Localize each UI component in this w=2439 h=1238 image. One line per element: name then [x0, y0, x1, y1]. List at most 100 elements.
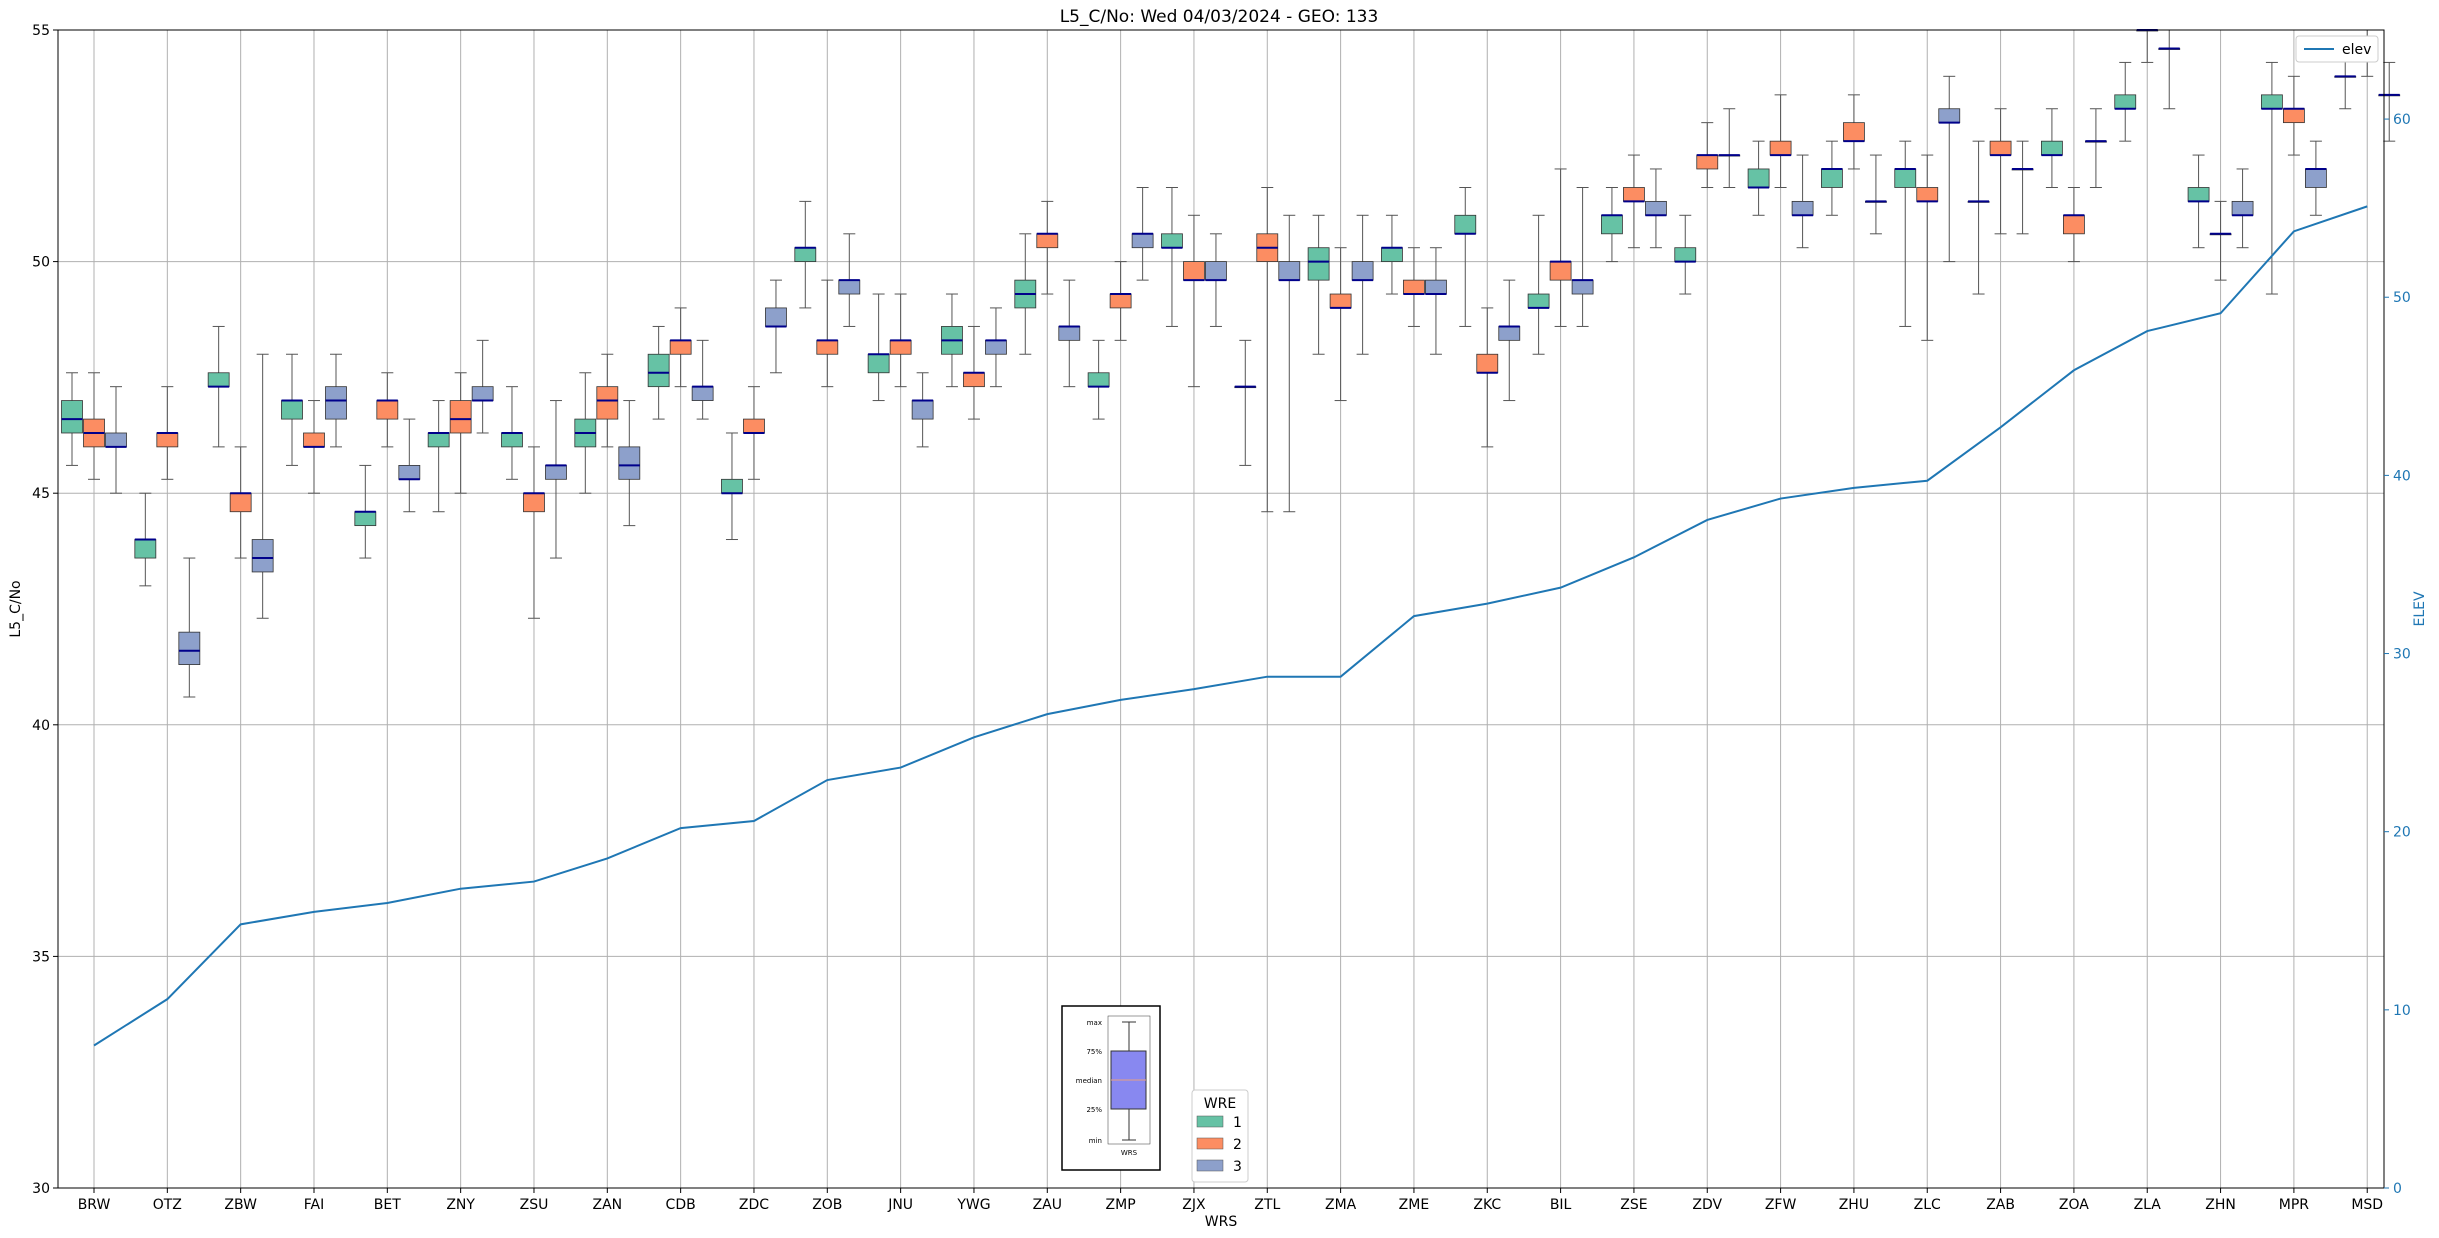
box-iqr: [105, 432, 127, 448]
y2-tick-label: 60: [2393, 112, 2411, 128]
box-iqr: [1454, 214, 1477, 235]
box-iqr: [911, 400, 934, 420]
box-zbw-wre1: [207, 325, 230, 448]
box-brw-wre3: [105, 386, 127, 494]
x-axis-label: WRS: [1205, 1214, 1238, 1230]
box-zoa-wre1: [2041, 108, 2063, 188]
box-iqr: [765, 307, 787, 327]
box-zse-wre1: [1601, 186, 1623, 263]
box-msd-wre3: [2378, 61, 2401, 142]
box-bil-wre3: [1571, 186, 1594, 327]
plot-frame: [57, 29, 2385, 1189]
box-zma-wre3: [1351, 214, 1374, 355]
box-zla-wre3: [2158, 29, 2181, 110]
x-tick-label: ZOA: [2059, 1197, 2089, 1213]
box-iqr: [1623, 187, 1645, 202]
box-zjx-wre2: [1183, 214, 1205, 388]
box-iqr: [1205, 261, 1227, 281]
box-iqr: [867, 353, 890, 374]
box-iqr: [398, 465, 421, 480]
box-zkc-wre2: [1476, 307, 1499, 448]
y2-tick-label: 20: [2393, 825, 2411, 841]
x-tick-label: ZBW: [224, 1197, 257, 1213]
box-iqr: [2260, 94, 2283, 110]
x-tick-label: MPR: [2279, 1197, 2310, 1213]
box-zhn-wre1: [2187, 154, 2210, 249]
box-iqr: [985, 339, 1007, 355]
box-iqr: [1183, 261, 1205, 281]
box-zme-wre1: [1381, 214, 1403, 295]
box-iqr: [743, 418, 765, 434]
box-zab-wre1: [1967, 140, 1990, 295]
box-zau-wre3: [1058, 279, 1081, 388]
boxplot-key-max: max: [1087, 1019, 1102, 1027]
y-tick-label: 35: [32, 949, 50, 965]
box-iqr: [1425, 279, 1447, 295]
wre-legend: WRE 1 2 3: [1191, 1089, 1249, 1183]
box-iqr: [325, 386, 347, 420]
box-zdc-wre3: [765, 279, 787, 374]
box-iqr: [281, 400, 303, 420]
y2-tick-label: 30: [2393, 647, 2411, 663]
box-zoa-wre3: [2085, 108, 2107, 188]
box-iqr: [1351, 261, 1374, 281]
box-iqr: [156, 432, 179, 448]
box-iqr: [178, 631, 201, 665]
x-tick-label: ZAB: [1986, 1197, 2015, 1213]
box-iqr: [1821, 168, 1843, 188]
box-cdb-wre2: [669, 307, 692, 388]
box-iqr: [1381, 247, 1403, 262]
box-iqr: [303, 432, 325, 448]
boxplot-key-inset: max 75% median 25% min WRS: [1061, 1005, 1161, 1171]
box-iqr: [207, 372, 230, 388]
wre-legend-label-1: 1: [1233, 1115, 1242, 1131]
x-tick-label: BET: [374, 1197, 401, 1213]
x-tick-label: ZME: [1399, 1197, 1430, 1213]
box-iqr: [134, 539, 157, 559]
box-iqr: [647, 353, 670, 388]
wre-legend-swatch-3: [1196, 1159, 1224, 1172]
box-iqr: [1476, 353, 1499, 374]
box-zdv-wre3: [1718, 108, 1741, 188]
y2-axis-label: ELEV: [2412, 591, 2428, 626]
box-iqr: [1329, 293, 1352, 309]
box-iqr: [1571, 279, 1594, 295]
box-zob-wre2: [816, 279, 839, 388]
box-iqr: [2114, 94, 2137, 110]
box-iqr: [2063, 214, 2085, 235]
box-zab-wre2: [1989, 108, 2012, 235]
box-zla-wre1: [2114, 61, 2137, 142]
x-tick-label: ZHN: [2205, 1197, 2236, 1213]
box-otz-wre1: [134, 492, 157, 587]
box-fai-wre2: [303, 400, 325, 494]
box-iqr: [1161, 233, 1183, 249]
box-zhu-wre1: [1821, 140, 1843, 216]
y-tick-label: 55: [32, 23, 50, 39]
wre-legend-swatch-2: [1196, 1137, 1224, 1150]
y-axis-label: L5_C/No: [8, 580, 24, 637]
x-tick-label: ZTL: [1254, 1197, 1280, 1213]
box-zhu-wre3: [1865, 154, 1887, 235]
y2-tick-label: 0: [2393, 1181, 2402, 1197]
box-zme-wre2: [1403, 247, 1425, 327]
box-mpr-wre2: [2282, 75, 2305, 156]
box-jnu-wre1: [867, 293, 890, 402]
box-zmp-wre3: [1131, 186, 1154, 281]
box-ywg-wre3: [985, 307, 1007, 388]
y-tick-label: 45: [32, 486, 50, 502]
x-tick-label: OTZ: [153, 1197, 182, 1213]
x-tick-label: ZDV: [1692, 1197, 1722, 1213]
x-tick-label: ZFW: [1765, 1197, 1797, 1213]
box-bet-wre1: [354, 464, 377, 559]
box-iqr: [1843, 122, 1865, 142]
y-tick-label: 50: [32, 255, 50, 271]
box-fai-wre3: [325, 353, 347, 448]
box-zma-wre2: [1329, 247, 1352, 402]
box-iqr: [61, 400, 83, 434]
elev-legend-frame: [2295, 35, 2379, 63]
box-iqr: [1674, 247, 1697, 262]
box-zsu-wre3: [545, 400, 567, 559]
box-iqr: [2041, 140, 2063, 156]
boxplot-key-inner: [1107, 1015, 1151, 1145]
x-tick-label: ZMP: [1106, 1197, 1136, 1213]
